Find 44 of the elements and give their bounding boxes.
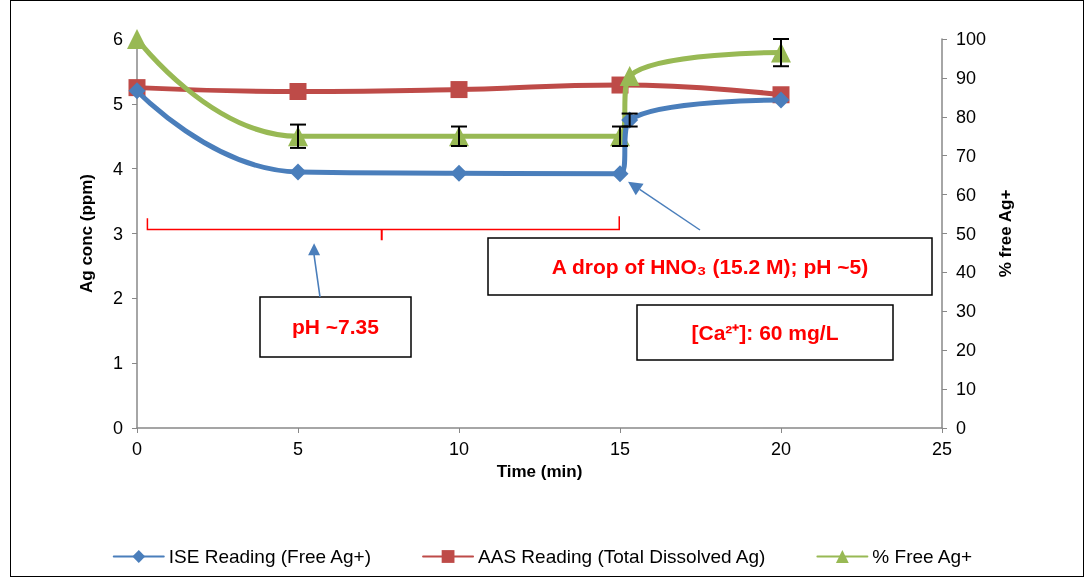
y2-tick-label: 10: [956, 379, 977, 400]
y2-tick-label: 50: [956, 223, 977, 244]
callout-box: pH ~7.35: [259, 296, 412, 358]
y2-tick-label: 30: [956, 301, 977, 322]
legend-label: % Free Ag+: [872, 546, 973, 567]
y2-tick-label: 70: [956, 145, 977, 166]
annotation: [Ca²⁺]: 60 mg/L: [691, 320, 839, 344]
y2-tick-label: 20: [956, 340, 977, 361]
y-axis-title: Ag conc (ppm): [77, 174, 96, 293]
y2-tick-label: 80: [956, 106, 977, 127]
y-tick-label: 4: [112, 158, 123, 179]
callout-box: [Ca²⁺]: 60 mg/L: [636, 304, 894, 361]
y2-tick-label: 60: [956, 184, 977, 205]
point: [289, 163, 307, 181]
annotation: pH ~7.35: [292, 315, 380, 338]
y-tick-label: 3: [112, 223, 123, 244]
x-tick-label: 15: [609, 439, 631, 459]
x-tick-label: 25: [931, 439, 953, 459]
y-tick-label: 1: [112, 353, 123, 374]
point: [289, 83, 307, 101]
y-tick-label: 6: [112, 29, 123, 49]
legend-label: ISE Reading (Free Ag+): [168, 546, 372, 567]
legend-label: AAS Reading (Total Dissolved Ag): [478, 546, 766, 567]
point: [772, 91, 790, 109]
y2-tick-label: 40: [956, 262, 977, 283]
y-tick-label: 0: [112, 418, 123, 438]
x-tick-label: 20: [770, 439, 792, 459]
y2-tick-label: 90: [956, 67, 977, 88]
point: [611, 165, 629, 183]
point: [450, 81, 468, 99]
x-tick-label: 10: [448, 439, 470, 459]
callout-box: A drop of HNO₃ (15.2 M); pH ~5): [487, 237, 933, 296]
y-tick-label: 2: [112, 288, 123, 309]
y2-tick-label: 100: [956, 29, 987, 49]
annotation: A drop of HNO₃ (15.2 M); pH ~5): [551, 254, 869, 278]
x-axis-title: Time (min): [496, 461, 583, 481]
point: [450, 164, 468, 182]
y2-axis-title: % free Ag+: [995, 189, 1015, 278]
point: [619, 65, 640, 86]
point: [127, 29, 147, 49]
y2-tick-label: 0: [956, 418, 967, 438]
x-tick-label: 5: [292, 439, 304, 459]
x-tick-label: 0: [131, 439, 143, 459]
y-tick-label: 5: [112, 93, 123, 114]
